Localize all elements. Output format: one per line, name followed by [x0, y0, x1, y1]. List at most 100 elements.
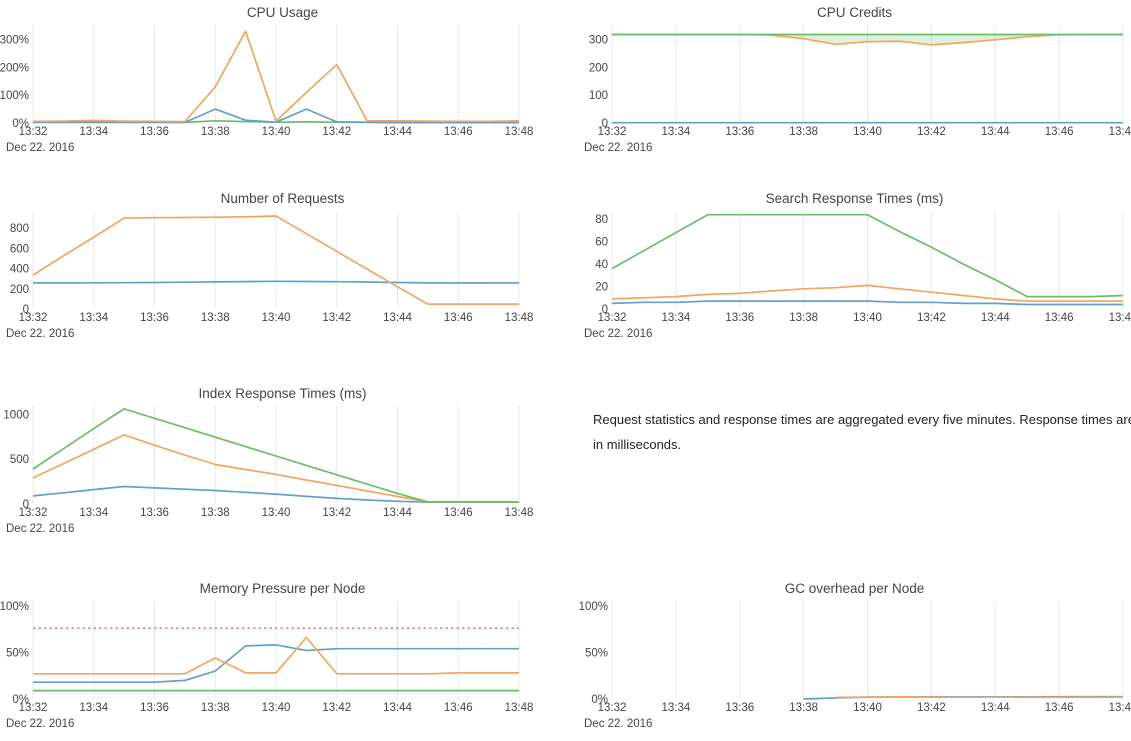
svg-text:13:40: 13:40 [853, 126, 882, 138]
svg-text:13:32: 13:32 [598, 702, 627, 714]
svg-text:13:48: 13:48 [505, 702, 534, 714]
svg-text:600: 600 [10, 243, 29, 255]
svg-text:13:42: 13:42 [322, 126, 351, 138]
svg-text:13:48: 13:48 [1109, 312, 1131, 324]
svg-text:400: 400 [10, 264, 29, 276]
svg-text:13:44: 13:44 [383, 507, 412, 519]
svg-text:100: 100 [589, 90, 608, 102]
svg-text:13:38: 13:38 [201, 126, 230, 138]
svg-text:13:44: 13:44 [383, 126, 412, 138]
svg-text:13:42: 13:42 [322, 702, 351, 714]
svg-text:1000: 1000 [3, 409, 29, 421]
svg-text:13:40: 13:40 [262, 126, 291, 138]
chart-title-index-response-times: Index Response Times (ms) [198, 386, 367, 401]
svg-text:13:34: 13:34 [661, 312, 690, 324]
svg-text:13:32: 13:32 [598, 312, 627, 324]
svg-text:13:38: 13:38 [789, 126, 818, 138]
svg-text:13:42: 13:42 [322, 312, 351, 324]
svg-text:Dec 22. 2016: Dec 22. 2016 [6, 142, 74, 154]
svg-text:300: 300 [589, 35, 608, 47]
svg-text:0%: 0% [12, 694, 29, 706]
svg-text:13:44: 13:44 [981, 702, 1010, 714]
number-of-requests-chart: Number of Requests 13:32 13:34 13:36 13:38 1… [0, 186, 565, 381]
cpu-credits-chart: CPU Credits 13:32 13:34 13:36 13:38 13:40 13:… [565, 0, 1131, 186]
svg-text:13:42: 13:42 [917, 702, 946, 714]
chart-title-cpu-credits: CPU Credits [816, 5, 892, 20]
svg-text:13:48: 13:48 [505, 507, 534, 519]
svg-text:60: 60 [595, 237, 608, 249]
svg-text:Dec 22. 2016: Dec 22. 2016 [6, 523, 74, 535]
svg-text:0: 0 [23, 499, 29, 511]
svg-text:13:32: 13:32 [19, 702, 48, 714]
svg-text:200%: 200% [0, 62, 29, 74]
svg-text:0: 0 [602, 118, 608, 130]
memory-pressure-plot[interactable]: 13:32 13:34 13:36 13:38 13:40 13:42 13:44 13:46… [0, 599, 565, 730]
index-response-times-chart: Index Response Times (ms) 13:32 13:34 13:3… [0, 381, 565, 576]
svg-text:40: 40 [595, 259, 608, 271]
svg-text:20: 20 [595, 282, 608, 294]
svg-text:13:48: 13:48 [505, 312, 534, 324]
svg-text:13:32: 13:32 [19, 126, 48, 138]
svg-text:13:40: 13:40 [853, 702, 882, 714]
svg-text:13:46: 13:46 [1045, 702, 1074, 714]
svg-text:50%: 50% [585, 647, 608, 659]
aggregation-note: Request statistics and response times ar… [565, 381, 1131, 576]
chart-title-memory-pressure: Memory Pressure per Node [199, 581, 366, 596]
svg-text:13:36: 13:36 [725, 702, 754, 714]
svg-text:13:44: 13:44 [981, 126, 1010, 138]
svg-text:100%: 100% [0, 90, 29, 102]
svg-text:13:40: 13:40 [853, 312, 882, 324]
svg-text:13:34: 13:34 [79, 126, 108, 138]
svg-text:13:32: 13:32 [598, 126, 627, 138]
memory-pressure-chart: Memory Pressure per Node 13:32 13:34 13:36… [0, 576, 565, 741]
svg-text:13:40: 13:40 [262, 507, 291, 519]
svg-text:13:38: 13:38 [789, 702, 818, 714]
svg-text:500: 500 [10, 454, 29, 466]
svg-text:13:36: 13:36 [725, 312, 754, 324]
svg-text:13:36: 13:36 [140, 312, 169, 324]
search-response-times-plot[interactable]: 13:32 13:34 13:36 13:38 13:40 13:42 13:44 13:46… [578, 209, 1131, 340]
gc-overhead-chart: GC overhead per Node 13:32 13:34 13:36 13:3… [565, 576, 1131, 741]
svg-text:13:44: 13:44 [383, 702, 412, 714]
svg-text:13:38: 13:38 [789, 312, 818, 324]
number-of-requests-plot[interactable]: 13:32 13:34 13:36 13:38 13:40 13:42 13:44 13:46… [0, 209, 565, 340]
chart-title-cpu-usage: CPU Usage [246, 5, 319, 20]
svg-text:13:34: 13:34 [661, 702, 690, 714]
svg-text:13:42: 13:42 [917, 312, 946, 324]
svg-text:13:32: 13:32 [19, 312, 48, 324]
svg-text:13:44: 13:44 [383, 312, 412, 324]
chart-title-number-of-requests: Number of Requests [220, 191, 345, 206]
svg-text:13:38: 13:38 [201, 507, 230, 519]
svg-text:50%: 50% [6, 647, 29, 659]
svg-text:200: 200 [10, 284, 29, 296]
chart-title-gc-overhead: GC overhead per Node [784, 581, 925, 596]
gc-overhead-plot[interactable]: 13:32 13:34 13:36 13:38 13:40 13:42 13:44 13:46… [578, 599, 1131, 730]
svg-text:200: 200 [589, 62, 608, 74]
svg-text:13:44: 13:44 [981, 312, 1010, 324]
svg-text:13:36: 13:36 [140, 507, 169, 519]
index-response-times-plot[interactable]: 13:32 13:34 13:36 13:38 13:40 13:42 13:44 13:46… [0, 404, 565, 535]
svg-text:Dec 22. 2016: Dec 22. 2016 [584, 328, 652, 340]
svg-text:0: 0 [602, 304, 608, 316]
cpu-usage-chart: CPU Usage 13:32 13:34 13:36 13:38 13:40 13:42… [0, 0, 565, 186]
svg-text:13:36: 13:36 [140, 126, 169, 138]
svg-text:13:48: 13:48 [1109, 702, 1131, 714]
svg-text:13:38: 13:38 [201, 702, 230, 714]
svg-text:13:42: 13:42 [322, 507, 351, 519]
svg-text:Dec 22. 2016: Dec 22. 2016 [6, 328, 74, 340]
cpu-credits-plot[interactable]: 13:32 13:34 13:36 13:38 13:40 13:42 13:44 13:46… [578, 23, 1131, 154]
svg-text:100%: 100% [0, 601, 29, 613]
svg-text:13:42: 13:42 [917, 126, 946, 138]
svg-text:13:32: 13:32 [19, 507, 48, 519]
svg-text:Dec 22. 2016: Dec 22. 2016 [584, 142, 652, 154]
svg-text:13:46: 13:46 [444, 312, 473, 324]
svg-text:13:36: 13:36 [725, 126, 754, 138]
cpu-usage-plot[interactable]: 13:32 13:34 13:36 13:38 13:40 13:42 13:44 13:46… [0, 23, 565, 154]
svg-text:13:40: 13:40 [262, 312, 291, 324]
svg-text:0%: 0% [12, 118, 29, 130]
svg-text:300%: 300% [0, 35, 29, 47]
svg-text:13:34: 13:34 [79, 507, 108, 519]
svg-text:13:46: 13:46 [444, 126, 473, 138]
chart-title-search-response-times: Search Response Times (ms) [765, 191, 944, 206]
